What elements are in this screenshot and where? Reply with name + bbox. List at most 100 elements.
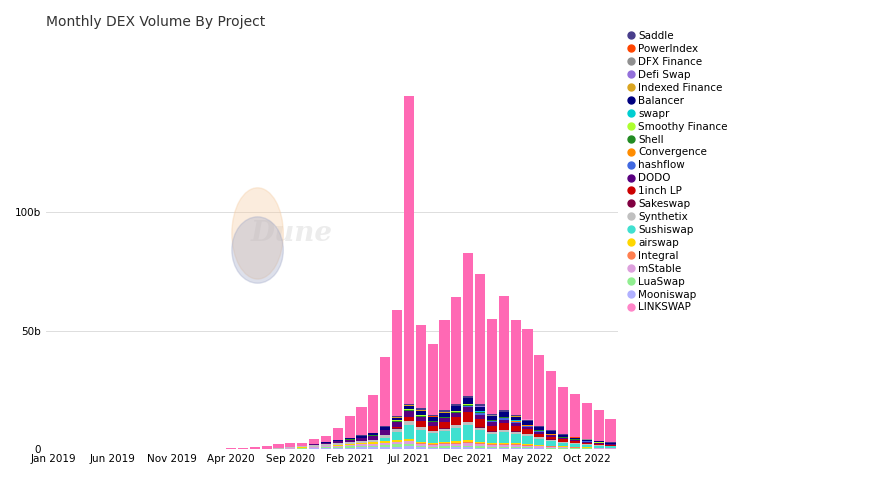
Bar (427, 446, 438, 448)
Bar (463, 443, 473, 445)
Bar (570, 443, 580, 444)
Bar (582, 443, 592, 444)
Bar (392, 309, 402, 416)
Bar (547, 440, 556, 441)
Bar (440, 444, 450, 446)
Bar (345, 448, 355, 449)
Bar (570, 447, 580, 448)
Bar (332, 428, 343, 440)
Bar (522, 429, 532, 433)
Bar (475, 430, 485, 442)
Bar (487, 421, 497, 422)
Bar (534, 354, 545, 426)
Bar (226, 448, 237, 449)
Bar (392, 422, 402, 427)
Bar (452, 447, 461, 449)
Bar (594, 443, 604, 444)
Bar (582, 403, 592, 439)
Bar (558, 387, 568, 434)
Bar (368, 435, 378, 436)
Bar (404, 446, 414, 449)
Bar (547, 448, 556, 449)
Bar (297, 443, 307, 446)
Bar (499, 296, 509, 410)
Bar (404, 421, 414, 422)
Bar (309, 439, 319, 444)
Bar (499, 443, 509, 444)
Bar (357, 447, 366, 449)
Bar (309, 444, 319, 445)
Bar (452, 441, 461, 443)
Bar (511, 432, 521, 434)
Bar (427, 422, 438, 426)
Bar (475, 412, 485, 413)
Text: Dune: Dune (251, 220, 333, 247)
Bar (522, 421, 532, 424)
Bar (392, 432, 402, 440)
Bar (534, 446, 545, 447)
Bar (534, 447, 545, 448)
Bar (522, 445, 532, 447)
Bar (499, 432, 509, 443)
Bar (321, 443, 331, 445)
Bar (475, 415, 485, 419)
Bar (357, 438, 366, 441)
Bar (463, 422, 473, 425)
Bar (427, 417, 438, 421)
Bar (380, 426, 391, 427)
Bar (511, 443, 521, 445)
Bar (475, 443, 485, 444)
Bar (499, 422, 509, 430)
Bar (487, 432, 497, 434)
Bar (547, 435, 556, 437)
Bar (570, 438, 580, 439)
Bar (285, 446, 296, 447)
Bar (380, 441, 391, 443)
Bar (463, 253, 473, 396)
Bar (594, 441, 604, 443)
Bar (392, 421, 402, 422)
Bar (416, 447, 426, 449)
Bar (534, 445, 545, 446)
Bar (522, 448, 532, 449)
Bar (582, 440, 592, 441)
Bar (238, 448, 248, 449)
Bar (357, 407, 366, 435)
Bar (404, 96, 414, 404)
Bar (309, 447, 319, 448)
Bar (452, 297, 461, 404)
Bar (452, 417, 461, 425)
Bar (392, 429, 402, 432)
Bar (368, 447, 378, 449)
Bar (499, 447, 509, 448)
Bar (368, 445, 378, 447)
Bar (534, 432, 545, 433)
Bar (463, 447, 473, 449)
Bar (392, 418, 402, 421)
Bar (427, 431, 438, 433)
Bar (511, 423, 521, 425)
Bar (332, 440, 343, 441)
Bar (475, 274, 485, 404)
Bar (321, 446, 331, 447)
Bar (558, 438, 568, 439)
Bar (392, 446, 402, 449)
Bar (499, 445, 509, 447)
Bar (332, 441, 343, 443)
Bar (547, 441, 556, 445)
Bar (273, 448, 283, 449)
Bar (345, 438, 355, 439)
Bar (357, 444, 366, 446)
Bar (511, 415, 521, 416)
Bar (463, 442, 473, 443)
Bar (404, 441, 414, 444)
Bar (463, 407, 473, 412)
Bar (522, 434, 532, 436)
Bar (404, 417, 414, 421)
Bar (558, 448, 568, 449)
Bar (297, 446, 307, 447)
Bar (594, 448, 604, 449)
Bar (570, 444, 580, 447)
Bar (440, 320, 450, 410)
Bar (547, 430, 556, 431)
